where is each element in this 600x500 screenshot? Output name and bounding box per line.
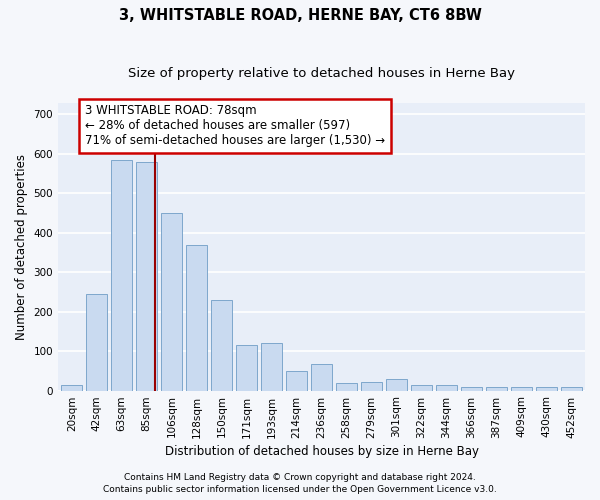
Bar xyxy=(86,294,107,390)
Bar xyxy=(461,386,482,390)
Bar xyxy=(486,386,507,390)
Bar xyxy=(511,388,532,390)
Bar xyxy=(161,213,182,390)
Text: 3 WHITSTABLE ROAD: 78sqm
← 28% of detached houses are smaller (597)
71% of semi-: 3 WHITSTABLE ROAD: 78sqm ← 28% of detach… xyxy=(85,104,385,148)
Bar xyxy=(411,386,432,390)
Bar xyxy=(261,343,282,390)
Text: 3, WHITSTABLE ROAD, HERNE BAY, CT6 8BW: 3, WHITSTABLE ROAD, HERNE BAY, CT6 8BW xyxy=(119,8,481,22)
Text: Contains HM Land Registry data © Crown copyright and database right 2024.
Contai: Contains HM Land Registry data © Crown c… xyxy=(103,472,497,494)
Bar xyxy=(211,300,232,390)
Bar xyxy=(311,364,332,390)
Bar xyxy=(61,384,82,390)
Bar xyxy=(386,378,407,390)
Y-axis label: Number of detached properties: Number of detached properties xyxy=(15,154,28,340)
Bar xyxy=(560,388,582,390)
Title: Size of property relative to detached houses in Herne Bay: Size of property relative to detached ho… xyxy=(128,68,515,80)
Bar xyxy=(436,386,457,390)
Bar xyxy=(111,160,133,390)
X-axis label: Distribution of detached houses by size in Herne Bay: Distribution of detached houses by size … xyxy=(164,444,479,458)
Bar xyxy=(336,382,357,390)
Bar xyxy=(286,371,307,390)
Bar xyxy=(186,244,207,390)
Bar xyxy=(536,388,557,390)
Bar xyxy=(136,162,157,390)
Bar xyxy=(236,345,257,391)
Bar xyxy=(361,382,382,390)
